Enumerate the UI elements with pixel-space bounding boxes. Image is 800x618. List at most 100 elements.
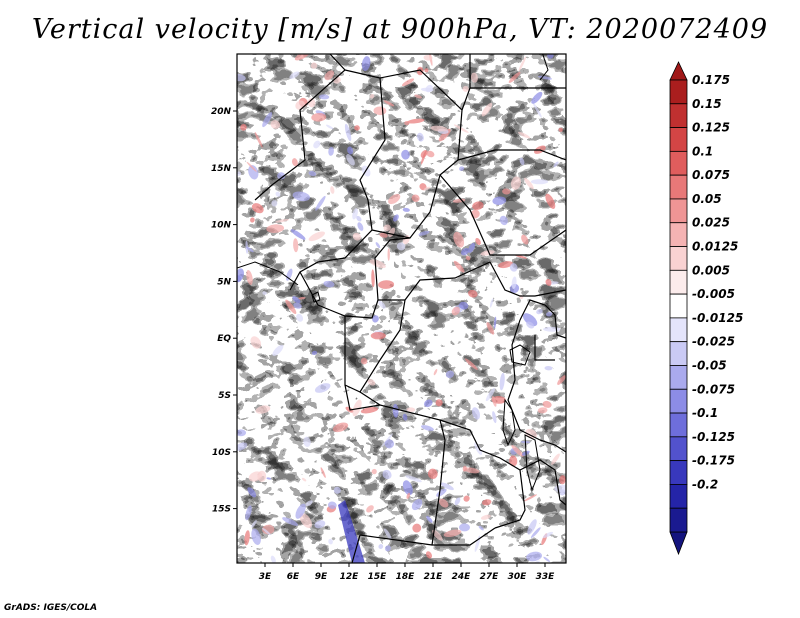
downdraft-patch (402, 207, 410, 212)
lat-label: 5N (217, 277, 231, 287)
downdraft-patch (382, 469, 392, 480)
downdraft-patch (509, 263, 518, 272)
downdraft-patch (289, 71, 300, 79)
lat-label: 10S (212, 448, 231, 458)
velocity-map (237, 54, 566, 563)
updraft-patch (404, 120, 410, 126)
map-frame (236, 53, 567, 564)
downdraft-patch (402, 413, 408, 421)
downdraft-patch (538, 75, 552, 80)
downdraft-patch (489, 298, 494, 308)
downdraft-patch (328, 146, 334, 156)
updraft-patch (246, 161, 257, 173)
colorbar-swatch (669, 507, 688, 533)
updraft-patch (427, 468, 438, 479)
colorbar-label: -0.125 (692, 430, 735, 444)
updraft-patch (324, 70, 335, 81)
colorbar-label: -0.05 (692, 359, 727, 373)
updraft-patch (369, 94, 375, 99)
downdraft-patch (375, 242, 381, 249)
updraft-patch (467, 289, 478, 298)
updraft-patch (299, 513, 313, 529)
updraft-patch (414, 94, 422, 99)
downdraft-patch (543, 556, 551, 563)
downdraft-patch (459, 523, 470, 532)
downdraft-patch (292, 191, 310, 202)
downdraft-patch (531, 91, 543, 104)
downdraft-patch (262, 291, 267, 295)
lon-label: 9E (315, 572, 328, 582)
colorbar-swatch (669, 388, 688, 414)
lakes-coastline (237, 54, 549, 492)
updraft-patch (557, 375, 566, 385)
downdraft-patch (418, 230, 430, 236)
map-title: Vertical velocity [m/s] at 900hPa, VT: 2… (31, 14, 769, 45)
lon-label: 12E (340, 572, 360, 582)
neg-field-texture (237, 54, 566, 563)
updraft-patch (433, 368, 438, 376)
updraft-patch (270, 120, 281, 129)
colorbar-label: -0.005 (692, 287, 735, 301)
updraft-patch (406, 407, 416, 413)
map-axes: 3E 6E 9E 12E 15E 18E 21E 24E 27E 30E 33E 20N 15N 10N 5… (211, 107, 555, 582)
lat-label: 15N (211, 164, 232, 174)
updraft-patch (257, 470, 267, 482)
downdraft-patch (344, 123, 352, 142)
updraft-patch (432, 529, 443, 541)
downdraft-patch (237, 73, 246, 82)
downdraft-patch (272, 344, 284, 357)
updraft-patch (246, 270, 253, 285)
downdraft-patch (499, 372, 505, 391)
lon-label: 6E (287, 572, 300, 582)
colorbar-label: -0.075 (692, 382, 735, 396)
updraft-patch (320, 467, 326, 478)
downdraft-patch (533, 102, 542, 118)
updraft-patch (285, 299, 297, 314)
downdraft-patch (474, 442, 482, 455)
downdraft-patch (527, 519, 537, 535)
downdraft-patch (440, 482, 454, 491)
lon-label: 3E (259, 572, 272, 582)
downdraft-patch (292, 296, 301, 304)
colorbar-swatch (669, 103, 688, 128)
downdraft-patch (305, 500, 313, 507)
colorbar-swatch (669, 484, 688, 509)
updraft-patch (310, 62, 318, 69)
downdraft-patch (459, 166, 465, 171)
downdraft-patch (384, 439, 395, 449)
downdraft-patch (492, 196, 507, 205)
downdraft-patch (361, 56, 371, 72)
updraft-patch (559, 475, 566, 485)
lat-label: 10N (211, 221, 232, 231)
colorbar-swatch (669, 150, 688, 176)
downdraft-patch (247, 487, 257, 498)
downdraft-patch (461, 247, 469, 256)
downdraft-patch (392, 214, 399, 222)
downdraft-patch (471, 407, 481, 420)
downdraft-patch (392, 403, 399, 418)
lon-label: 33E (536, 572, 556, 582)
updraft-patch (308, 231, 325, 242)
updraft-patch (367, 379, 376, 386)
updraft-patch (475, 237, 481, 246)
downdraft-patch (492, 411, 497, 424)
updraft-patch (255, 405, 271, 414)
updraft-patch (551, 453, 560, 465)
updraft-patch (401, 78, 415, 87)
updraft-patch (480, 250, 495, 256)
downdraft-patch (499, 215, 508, 226)
updraft-patch (298, 296, 306, 300)
downdraft-patch (526, 551, 543, 562)
downdraft-patch (313, 140, 321, 149)
downdraft-patch (485, 388, 495, 402)
downdraft-patch (308, 170, 317, 177)
credit-label: GrADS: IGES/COLA (4, 603, 98, 613)
updraft-patch (509, 455, 518, 467)
updraft-patch (453, 260, 465, 273)
colorbar-label: -0.1 (692, 406, 718, 420)
downdraft-patch (251, 520, 257, 528)
updraft-patch (470, 72, 478, 83)
colorbar-bottom-arrow (669, 531, 688, 556)
updraft-patch (443, 529, 462, 538)
colorbar-swatch (669, 460, 688, 485)
